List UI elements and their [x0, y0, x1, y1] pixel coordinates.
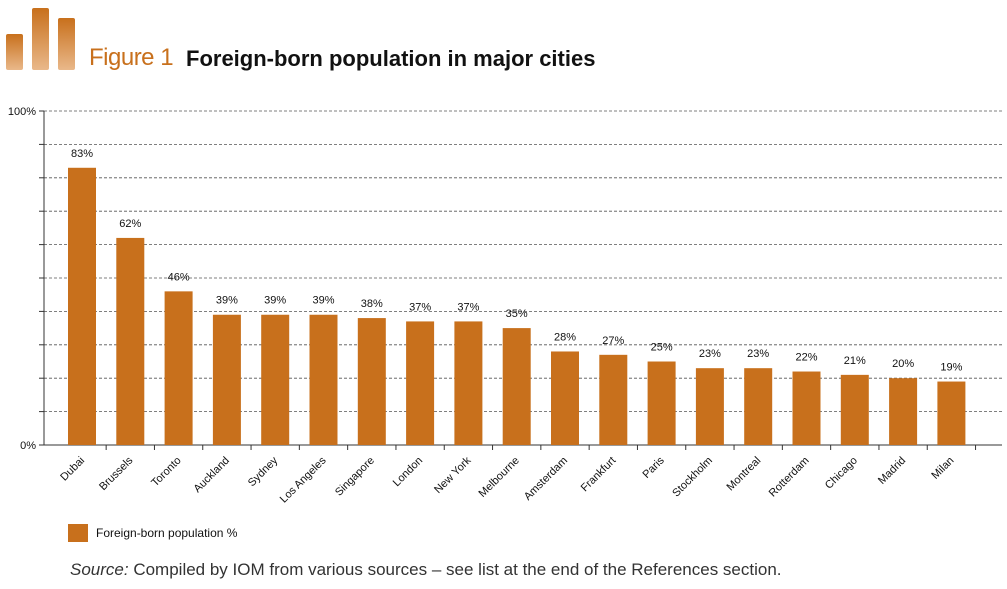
data-label: 35%: [506, 308, 528, 320]
category-label: Dubai: [58, 455, 87, 484]
category-label: Auckland: [192, 455, 232, 495]
bar-toronto: [164, 291, 193, 445]
data-label: 39%: [312, 295, 334, 307]
bar-sydney: [261, 314, 290, 445]
bar-melbourne: [502, 328, 531, 445]
figure-label: Figure 1: [89, 44, 174, 71]
category-label: Milan: [929, 455, 956, 482]
category-label: Frankfurt: [579, 455, 619, 495]
category-label: London: [391, 455, 425, 489]
bar-brussels: [116, 237, 145, 445]
category-label: Melbourne: [477, 455, 522, 500]
bar-london: [406, 321, 435, 445]
data-label: 46%: [168, 271, 190, 283]
bar-chart: 100% 0% 83% 62% 46% 39% 39% 39% 38% 37% 37% 35% 28%…: [8, 106, 1002, 506]
data-label: 21%: [844, 355, 866, 367]
y-tick-label: 0%: [20, 440, 36, 452]
data-label: 62%: [119, 218, 141, 230]
data-label: 37%: [409, 301, 431, 313]
bar-los-angeles: [309, 314, 338, 445]
bar-montreal: [744, 368, 773, 445]
logo-bar-1: [6, 34, 23, 70]
bar-singapore: [357, 318, 386, 445]
bar-amsterdam: [551, 351, 579, 445]
data-label: 23%: [699, 348, 721, 360]
category-label: Singapore: [333, 455, 377, 499]
data-label: 39%: [264, 295, 286, 307]
chart-title: Foreign-born population in major cities: [186, 46, 596, 71]
logo-bar-2: [32, 8, 49, 70]
category-label: Chicago: [823, 455, 860, 492]
category-label: Paris: [641, 454, 668, 481]
bar-rotterdam: [792, 371, 821, 445]
bar-madrid: [889, 378, 918, 445]
category-label: Brussels: [97, 454, 136, 493]
bar-auckland: [212, 314, 241, 445]
category-label: New York: [432, 454, 474, 496]
category-label: Toronto: [149, 455, 183, 489]
bar-dubai: [68, 167, 96, 445]
data-label: 27%: [602, 335, 624, 347]
category-label: Sydney: [246, 454, 281, 489]
data-label: 20%: [892, 358, 914, 370]
figure-logo-icon: [6, 8, 75, 70]
data-label: 22%: [795, 352, 817, 364]
category-label: Madrid: [876, 455, 908, 487]
data-label: 25%: [651, 342, 673, 354]
data-label: 23%: [747, 348, 769, 360]
logo-bar-3: [58, 18, 75, 70]
bar-frankfurt: [599, 354, 628, 445]
bars: [68, 167, 966, 445]
data-label: 38%: [361, 298, 383, 310]
category-label: Stockholm: [670, 455, 715, 500]
category-label: Rotterdam: [767, 455, 812, 500]
category-label: Amsterdam: [522, 455, 570, 503]
bar-milan: [937, 381, 966, 445]
bar-new-york: [454, 321, 483, 445]
legend-swatch: [68, 524, 88, 542]
bar-paris: [647, 361, 676, 445]
bar-chicago: [840, 374, 869, 445]
data-labels: 83% 62% 46% 39% 39% 39% 38% 37% 37% 35% 28% 27% 25% 2…: [71, 148, 963, 374]
category-label: Montreal: [725, 455, 764, 494]
source-text: Compiled by IOM from various sources – s…: [128, 560, 782, 579]
legend: Foreign-born population %: [68, 524, 237, 542]
category-label: Los Angeles: [278, 454, 329, 505]
data-label: 37%: [457, 301, 479, 313]
data-label: 83%: [71, 148, 93, 160]
data-label: 19%: [940, 362, 962, 374]
legend-label: Foreign-born population %: [96, 526, 238, 540]
source-note: Source: Compiled by IOM from various sou…: [70, 560, 782, 580]
data-label: 39%: [216, 295, 238, 307]
y-tick-label: 100%: [8, 106, 36, 118]
data-label: 28%: [554, 331, 576, 343]
source-prefix: Source:: [70, 560, 129, 579]
bar-stockholm: [695, 368, 724, 445]
